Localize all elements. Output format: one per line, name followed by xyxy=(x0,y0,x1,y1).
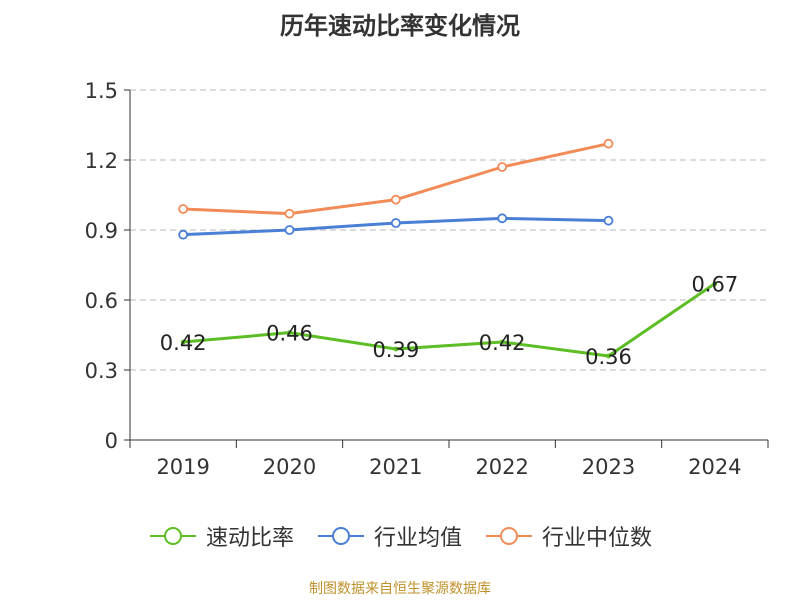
legend: 速动比率 行业均值 行业中位数 xyxy=(0,520,800,552)
point-1-2021 xyxy=(390,218,401,228)
grid-lines xyxy=(130,89,768,371)
series-lines xyxy=(178,138,718,359)
y-tick-label-0: 0 xyxy=(105,429,118,453)
point-2-2019 xyxy=(178,204,189,214)
y-tick-label-0.3: 0.3 xyxy=(85,359,118,383)
point-0-2020 xyxy=(287,330,292,336)
x-tick-label-2022: 2022 xyxy=(475,455,528,479)
data-labels: 0.42 0.46 0.39 0.42 0.36 0.67 xyxy=(160,273,738,369)
legend-item-industry-mean[interactable]: 行业均值 xyxy=(316,520,462,552)
legend-label-industry-median: 行业中位数 xyxy=(542,526,653,551)
point-2-2023 xyxy=(603,138,614,149)
x-tick-label-2019: 2019 xyxy=(156,455,209,479)
legend-item-quick-ratio[interactable]: 速动比率 xyxy=(148,520,294,552)
x-tick-label-2021: 2021 xyxy=(369,455,422,479)
x-tick-label-2023: 2023 xyxy=(582,455,635,479)
data-label-2023: 0.36 xyxy=(585,345,632,369)
point-0-2019 xyxy=(180,339,186,345)
data-label-2020: 0.46 xyxy=(266,322,313,346)
legend-swatch-industry-mean xyxy=(317,527,364,545)
point-0-2022 xyxy=(499,339,505,345)
y-tick-label-1.5: 1.5 xyxy=(85,79,118,103)
point-0-2023 xyxy=(606,353,611,359)
source-note: 制图数据来自恒生聚源数据库 xyxy=(309,581,491,597)
x-tick-label-2024: 2024 xyxy=(688,455,741,479)
point-0-2024 xyxy=(712,281,718,287)
point-1-2019 xyxy=(178,229,189,240)
series-line-0 xyxy=(183,282,716,358)
data-label-2024: 0.67 xyxy=(691,273,738,297)
axes: 0 0.3 0.6 0.9 1.2 1.5 2019 2020 2021 2022 2023 2024 xyxy=(85,79,769,479)
point-1-2020 xyxy=(284,225,295,235)
data-label-2021: 0.39 xyxy=(372,338,419,362)
point-1-2023 xyxy=(603,215,614,226)
legend-item-industry-median[interactable]: 行业中位数 xyxy=(484,520,652,552)
point-0-2021 xyxy=(393,346,399,352)
point-2-2022 xyxy=(497,162,508,172)
point-1-2022 xyxy=(497,213,508,224)
point-2-2020 xyxy=(284,208,295,219)
x-tick-label-2020: 2020 xyxy=(263,455,316,479)
y-tick-label-0.9: 0.9 xyxy=(85,219,118,243)
legend-swatch-industry-median xyxy=(486,527,532,545)
y-tick-label-0.6: 0.6 xyxy=(85,289,118,313)
y-tick-label-1.2: 1.2 xyxy=(85,149,118,173)
chart-title: 历年速动比率变化情况 xyxy=(280,12,520,40)
data-label-2019: 0.42 xyxy=(160,331,207,355)
legend-swatch-quick-ratio xyxy=(149,527,196,545)
point-2-2021 xyxy=(390,194,401,205)
legend-label-industry-mean: 行业均值 xyxy=(373,526,462,551)
data-label-2022: 0.42 xyxy=(479,331,526,355)
legend-label-quick-ratio: 速动比率 xyxy=(205,526,294,551)
